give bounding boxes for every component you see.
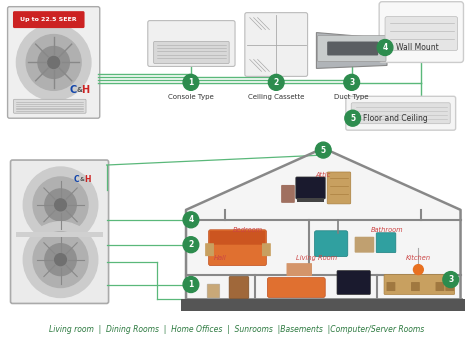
FancyBboxPatch shape	[13, 99, 86, 113]
Text: C: C	[73, 175, 79, 184]
Text: Hall: Hall	[214, 255, 227, 261]
FancyBboxPatch shape	[245, 13, 308, 76]
FancyBboxPatch shape	[355, 237, 374, 253]
Circle shape	[23, 222, 98, 298]
Circle shape	[377, 40, 393, 55]
Text: Living room  |  Dining Rooms  |  Home Offices  |  Sunrooms  |Basements  |Compute: Living room | Dining Rooms | Home Office…	[49, 325, 425, 334]
Text: Wall Mount: Wall Mount	[396, 43, 438, 52]
FancyBboxPatch shape	[209, 230, 266, 266]
Text: Bedroom: Bedroom	[233, 227, 263, 233]
Text: Bathroom: Bathroom	[371, 227, 403, 233]
FancyBboxPatch shape	[8, 7, 100, 118]
Circle shape	[443, 272, 458, 288]
Text: 2: 2	[273, 78, 279, 87]
FancyBboxPatch shape	[376, 233, 396, 253]
FancyBboxPatch shape	[297, 198, 324, 202]
Polygon shape	[317, 32, 387, 68]
FancyBboxPatch shape	[262, 243, 271, 256]
FancyBboxPatch shape	[379, 2, 464, 63]
Circle shape	[33, 177, 88, 233]
FancyBboxPatch shape	[229, 277, 249, 299]
FancyBboxPatch shape	[436, 282, 444, 291]
FancyBboxPatch shape	[327, 41, 378, 55]
Text: &: &	[76, 87, 82, 93]
Text: Console Type: Console Type	[168, 94, 214, 100]
FancyBboxPatch shape	[281, 185, 295, 203]
Text: Living Room: Living Room	[296, 255, 337, 261]
FancyBboxPatch shape	[17, 232, 103, 237]
FancyBboxPatch shape	[446, 282, 454, 291]
FancyBboxPatch shape	[346, 96, 456, 130]
FancyBboxPatch shape	[207, 284, 220, 298]
FancyBboxPatch shape	[318, 36, 386, 62]
Text: 2: 2	[188, 240, 193, 249]
Circle shape	[55, 199, 66, 211]
Circle shape	[183, 277, 199, 292]
Polygon shape	[186, 148, 461, 300]
Text: Kitchen: Kitchen	[406, 255, 431, 261]
Circle shape	[183, 237, 199, 253]
Text: H: H	[85, 175, 91, 184]
Circle shape	[48, 56, 60, 68]
FancyBboxPatch shape	[384, 275, 455, 294]
FancyBboxPatch shape	[10, 160, 109, 303]
FancyBboxPatch shape	[286, 263, 312, 276]
Circle shape	[17, 25, 91, 100]
Circle shape	[55, 254, 66, 266]
Text: 4: 4	[383, 43, 388, 52]
FancyBboxPatch shape	[154, 41, 229, 63]
FancyBboxPatch shape	[205, 243, 214, 256]
Circle shape	[344, 75, 360, 90]
Text: Floor and Ceiling: Floor and Ceiling	[364, 114, 428, 123]
Circle shape	[345, 110, 361, 126]
FancyBboxPatch shape	[296, 177, 325, 199]
Circle shape	[38, 47, 69, 78]
Text: 3: 3	[349, 78, 355, 87]
Text: 5: 5	[321, 146, 326, 155]
Circle shape	[23, 167, 98, 243]
Text: H: H	[81, 85, 89, 95]
Text: Up to 22.5 SEER: Up to 22.5 SEER	[20, 17, 77, 22]
Text: 4: 4	[188, 215, 193, 224]
FancyBboxPatch shape	[327, 172, 351, 204]
Circle shape	[183, 75, 199, 90]
Text: 5: 5	[350, 114, 355, 123]
Text: Duct Type: Duct Type	[335, 94, 369, 100]
FancyBboxPatch shape	[386, 282, 395, 291]
FancyBboxPatch shape	[351, 103, 450, 124]
Text: C: C	[70, 85, 77, 95]
Text: Ceiling Cassette: Ceiling Cassette	[248, 94, 304, 100]
FancyBboxPatch shape	[181, 300, 465, 312]
FancyBboxPatch shape	[148, 21, 235, 66]
Text: 1: 1	[188, 78, 193, 87]
Circle shape	[183, 212, 199, 228]
FancyBboxPatch shape	[13, 11, 84, 28]
Text: Attic: Attic	[316, 172, 331, 178]
Circle shape	[45, 189, 76, 221]
Circle shape	[33, 232, 88, 288]
Circle shape	[45, 244, 76, 276]
Text: 1: 1	[188, 280, 193, 289]
Text: 3: 3	[448, 275, 453, 284]
FancyBboxPatch shape	[314, 231, 348, 256]
Circle shape	[268, 75, 284, 90]
Text: &: &	[80, 177, 84, 183]
Circle shape	[26, 35, 81, 90]
Circle shape	[413, 265, 423, 275]
FancyBboxPatch shape	[411, 282, 420, 291]
FancyBboxPatch shape	[267, 278, 325, 298]
FancyBboxPatch shape	[210, 231, 265, 245]
FancyBboxPatch shape	[337, 271, 370, 294]
FancyBboxPatch shape	[385, 17, 457, 51]
Circle shape	[315, 142, 331, 158]
